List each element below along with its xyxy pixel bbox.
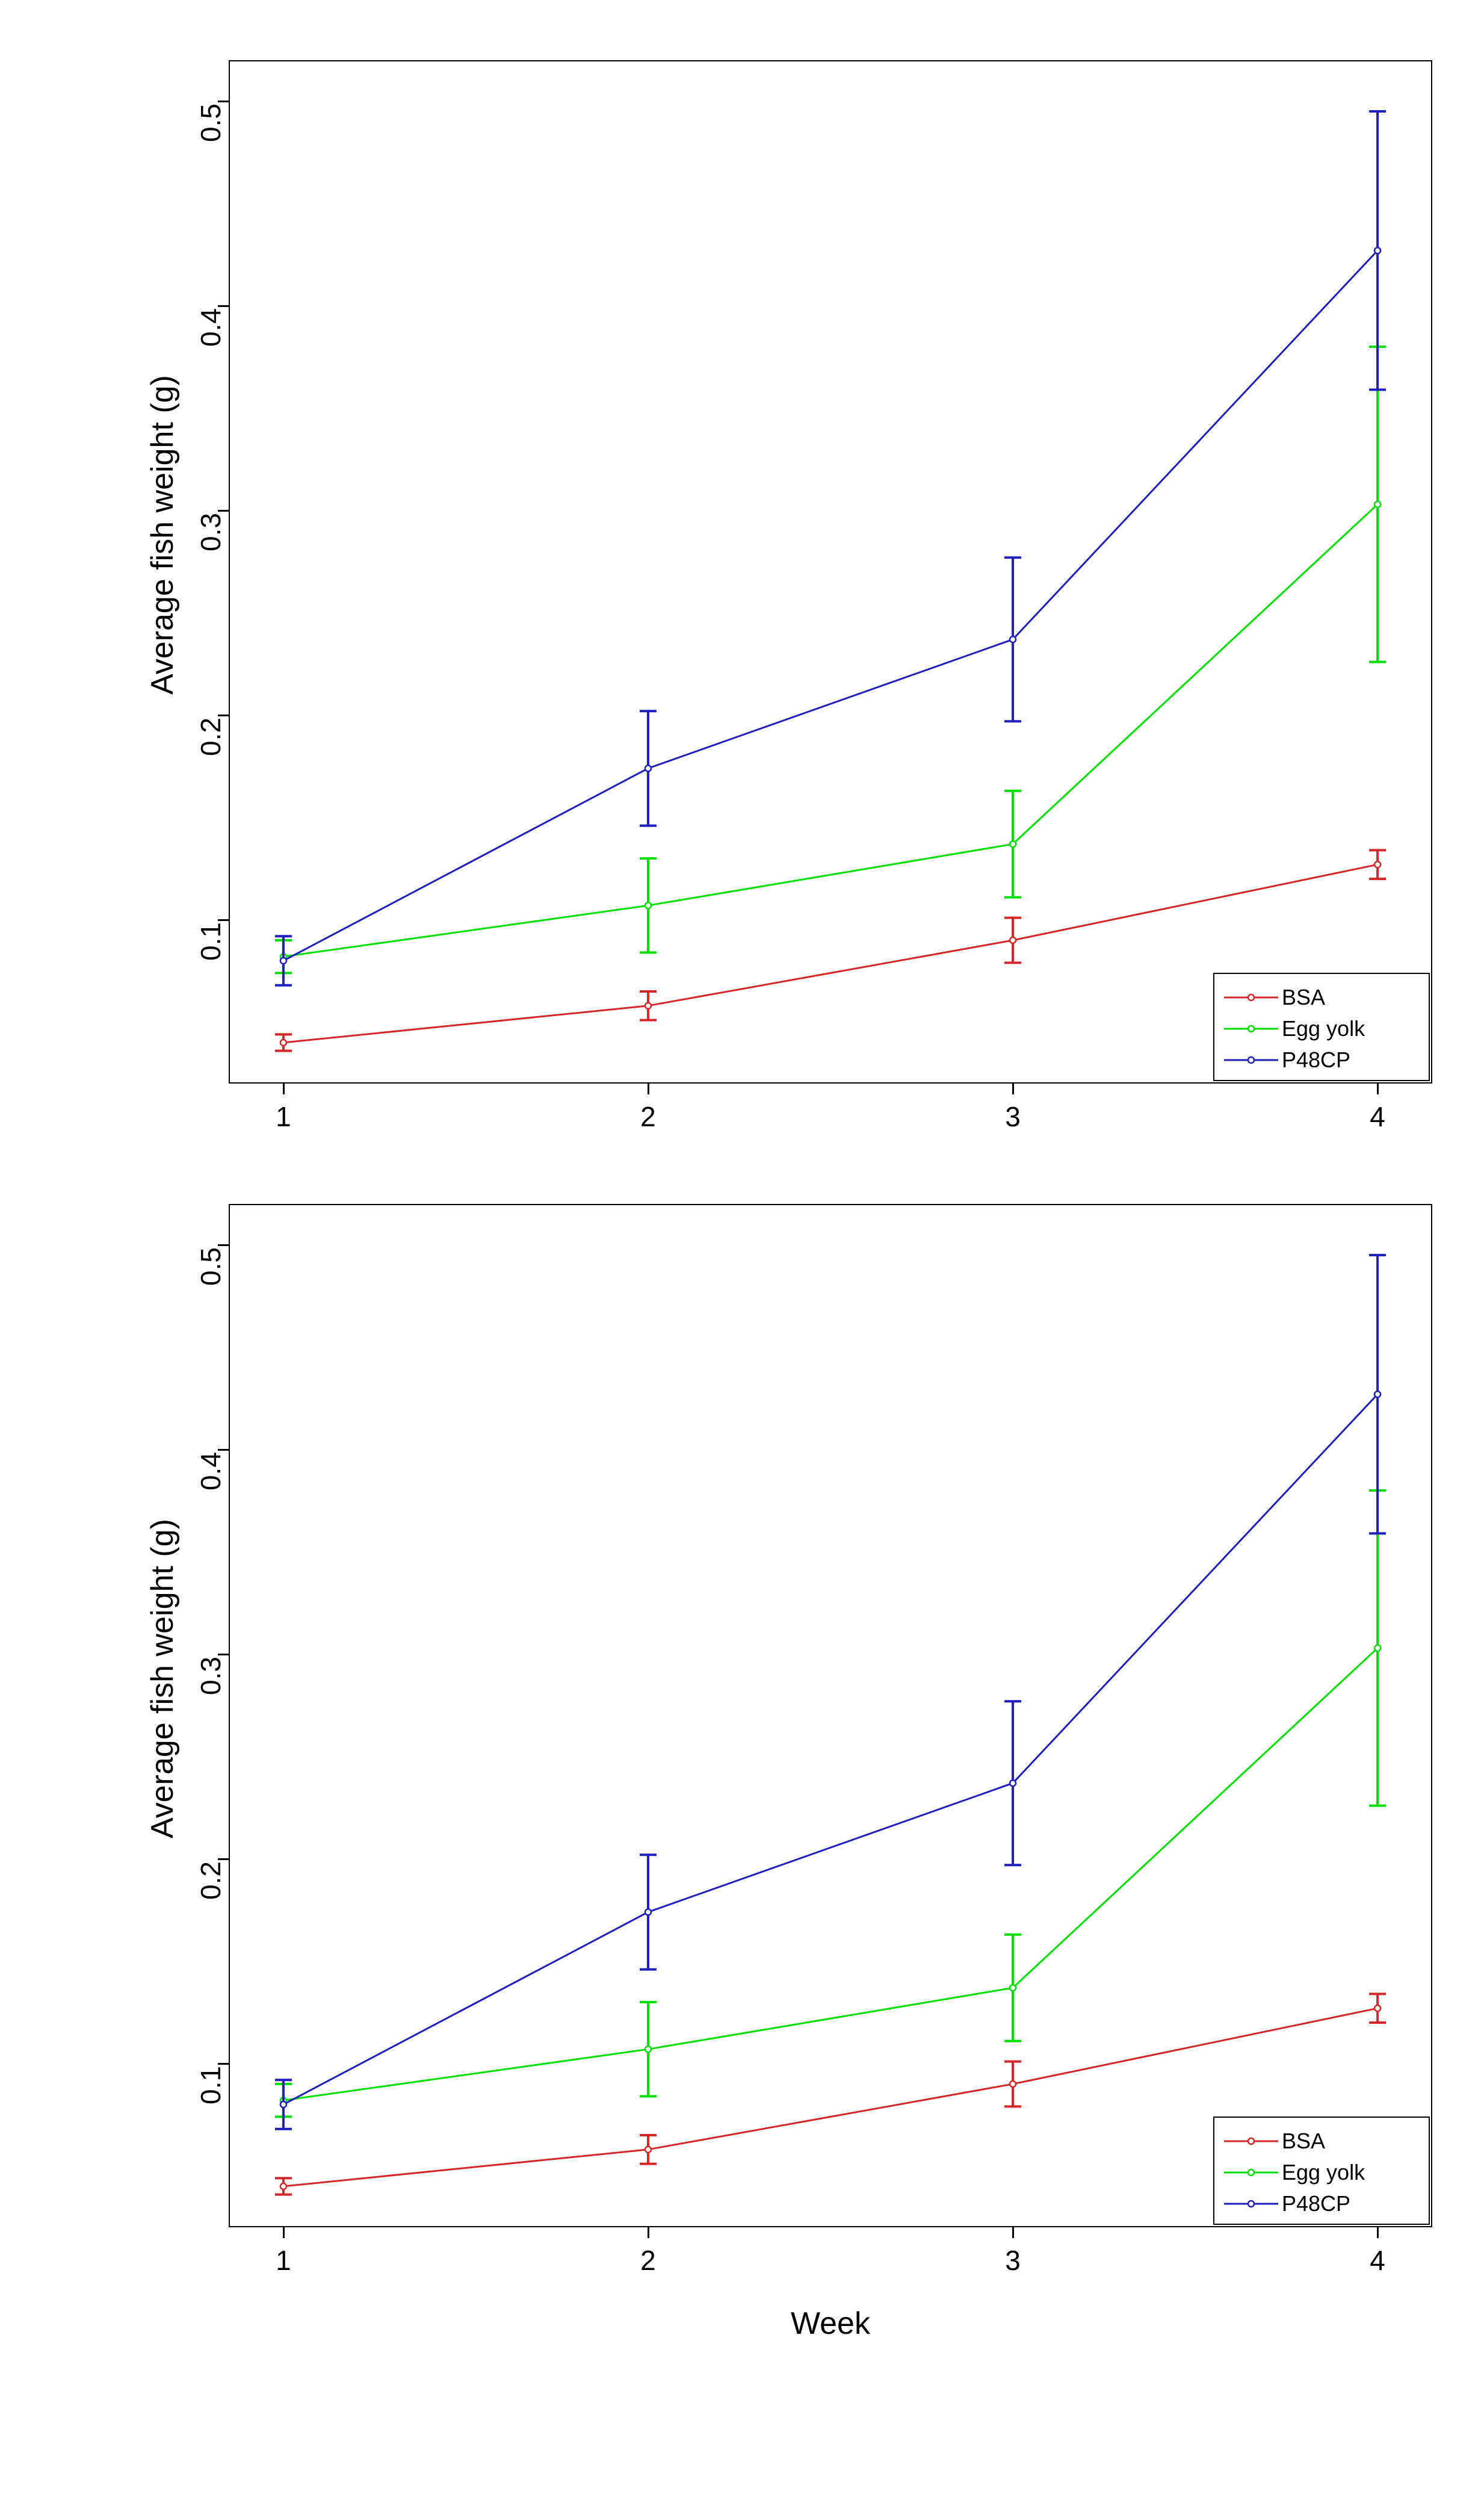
y-tick-label: 0.5 bbox=[194, 1247, 227, 1286]
y-tick-label: 0.3 bbox=[194, 1657, 227, 1695]
legend: BSA Egg yolk P48CP bbox=[1213, 973, 1430, 1081]
legend-item: BSA bbox=[1224, 985, 1325, 1010]
y-tick bbox=[218, 2063, 229, 2065]
x-tick bbox=[1377, 2227, 1379, 2238]
legend-label: Egg yolk bbox=[1282, 2160, 1365, 2185]
legend-label: P48CP bbox=[1282, 2191, 1350, 2216]
y-tick-label: 0.4 bbox=[194, 308, 227, 347]
y-axis-title: Average fish weight (g) bbox=[144, 454, 181, 695]
legend-item: Egg yolk bbox=[1224, 2160, 1365, 2185]
chart-panel: 0.1 0.2 0.3 0.4 0.5 1 2 3 4 Average fish weight (… bbox=[0, 30, 1484, 1144]
legend-label: BSA bbox=[1282, 985, 1325, 1010]
y-tick-label: 0.3 bbox=[194, 513, 227, 551]
legend-label: Egg yolk bbox=[1282, 1016, 1365, 1041]
y-tick-label: 0.1 bbox=[194, 2066, 227, 2104]
legend: BSA Egg yolk P48CP bbox=[1213, 2117, 1430, 2225]
legend-swatch bbox=[1224, 985, 1278, 1009]
x-axis-title: Week bbox=[229, 2306, 1432, 2342]
y-tick-label: 0.2 bbox=[194, 1861, 227, 1900]
legend-label: P48CP bbox=[1282, 1047, 1350, 1073]
legend-label: BSA bbox=[1282, 2129, 1325, 2154]
y-tick bbox=[218, 1858, 229, 1860]
x-tick bbox=[1012, 1084, 1014, 1094]
legend-item: P48CP bbox=[1224, 1047, 1350, 1073]
legend-swatch bbox=[1224, 2160, 1278, 2185]
y-tick bbox=[218, 1449, 229, 1451]
x-tick bbox=[1377, 1084, 1379, 1094]
y-tick bbox=[218, 919, 229, 921]
page: 0.1 0.2 0.3 0.4 0.5 1 2 3 4 Average fish weight (… bbox=[0, 0, 1484, 2512]
legend-item: P48CP bbox=[1224, 2191, 1350, 2216]
y-axis-title: Average fish weight (g) bbox=[144, 1598, 181, 1838]
y-tick-label: 0.5 bbox=[194, 104, 227, 142]
x-tick-label: 3 bbox=[995, 1100, 1031, 1133]
y-tick-label: 0.2 bbox=[194, 718, 227, 756]
chart-panel: 0.1 0.2 0.3 0.4 0.5 1 2 3 4 Average fish weight (… bbox=[0, 1174, 1484, 2287]
plot-border bbox=[229, 1204, 1432, 2227]
x-tick-label: 2 bbox=[630, 1100, 666, 1133]
legend-item: Egg yolk bbox=[1224, 1016, 1365, 1041]
x-tick bbox=[1012, 2227, 1014, 2238]
y-tick-label: 0.4 bbox=[194, 1452, 227, 1490]
legend-item: BSA bbox=[1224, 2129, 1325, 2154]
x-tick-label: 1 bbox=[265, 2244, 301, 2277]
x-tick-label: 3 bbox=[995, 2244, 1031, 2277]
x-tick bbox=[283, 2227, 285, 2238]
plot-border bbox=[229, 60, 1432, 1084]
y-tick bbox=[218, 715, 229, 716]
x-tick-label: 1 bbox=[265, 1100, 301, 1133]
legend-swatch bbox=[1224, 2129, 1278, 2153]
x-tick bbox=[648, 2227, 649, 2238]
x-tick-label: 4 bbox=[1359, 1100, 1396, 1133]
legend-swatch bbox=[1224, 1048, 1278, 1072]
legend-swatch bbox=[1224, 1017, 1278, 1041]
y-tick-label: 0.1 bbox=[194, 922, 227, 961]
y-tick bbox=[218, 1244, 229, 1246]
legend-swatch bbox=[1224, 2192, 1278, 2216]
y-tick bbox=[218, 305, 229, 307]
x-tick bbox=[648, 1084, 649, 1094]
y-tick bbox=[218, 101, 229, 102]
x-tick-label: 4 bbox=[1359, 2244, 1396, 2277]
x-tick-label: 2 bbox=[630, 2244, 666, 2277]
x-tick bbox=[283, 1084, 285, 1094]
y-tick bbox=[218, 1654, 229, 1655]
y-tick bbox=[218, 510, 229, 512]
